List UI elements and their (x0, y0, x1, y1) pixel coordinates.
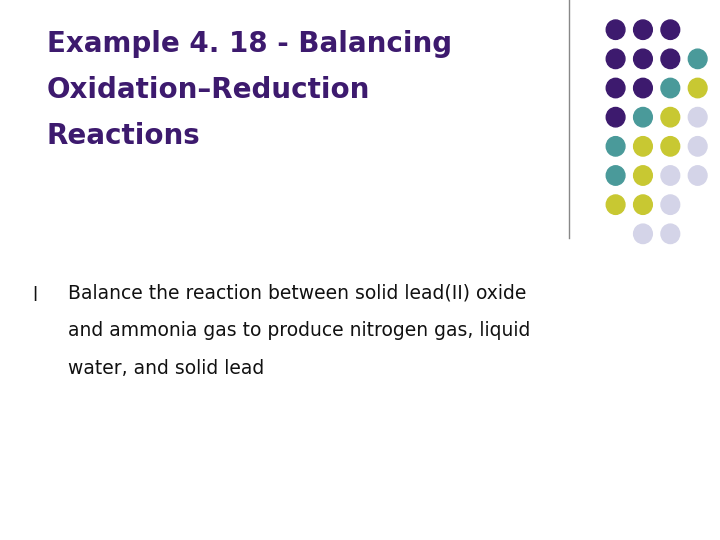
Text: Reactions: Reactions (47, 122, 201, 150)
Ellipse shape (634, 107, 652, 127)
Ellipse shape (661, 20, 680, 39)
Ellipse shape (661, 166, 680, 185)
Ellipse shape (661, 195, 680, 214)
Ellipse shape (634, 224, 652, 244)
Text: and ammonia gas to produce nitrogen gas, liquid: and ammonia gas to produce nitrogen gas,… (68, 321, 531, 340)
Text: Balance the reaction between solid lead(II) oxide: Balance the reaction between solid lead(… (68, 284, 527, 302)
Ellipse shape (688, 49, 707, 69)
Ellipse shape (661, 107, 680, 127)
Text: Oxidation–Reduction: Oxidation–Reduction (47, 76, 370, 104)
Ellipse shape (688, 166, 707, 185)
Ellipse shape (606, 49, 625, 69)
Ellipse shape (606, 107, 625, 127)
Ellipse shape (634, 195, 652, 214)
Ellipse shape (606, 166, 625, 185)
Ellipse shape (661, 49, 680, 69)
Ellipse shape (634, 137, 652, 156)
Ellipse shape (606, 78, 625, 98)
Text: water, and solid lead: water, and solid lead (68, 359, 265, 378)
Ellipse shape (634, 166, 652, 185)
Ellipse shape (688, 78, 707, 98)
Ellipse shape (606, 137, 625, 156)
Ellipse shape (634, 49, 652, 69)
Ellipse shape (661, 224, 680, 244)
Ellipse shape (606, 20, 625, 39)
Ellipse shape (661, 137, 680, 156)
Ellipse shape (634, 78, 652, 98)
Ellipse shape (634, 20, 652, 39)
Text: Example 4. 18 - Balancing: Example 4. 18 - Balancing (47, 30, 452, 58)
Text: l: l (32, 286, 37, 305)
Ellipse shape (661, 78, 680, 98)
Ellipse shape (688, 107, 707, 127)
Ellipse shape (688, 137, 707, 156)
Ellipse shape (606, 195, 625, 214)
